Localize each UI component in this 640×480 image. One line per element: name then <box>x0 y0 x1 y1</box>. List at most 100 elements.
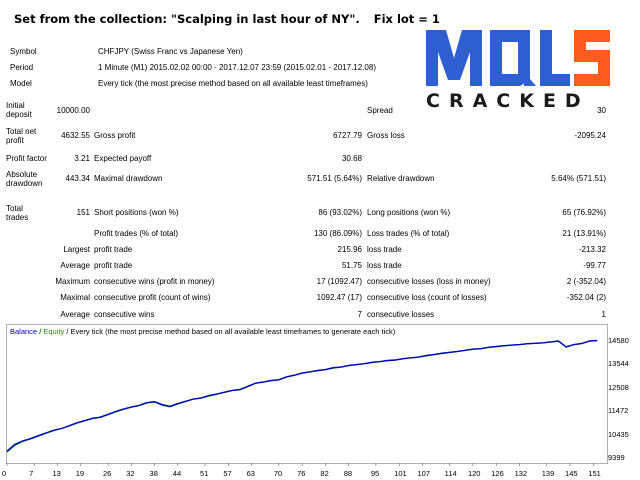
avg-cons-wins-label: consecutive wins <box>94 310 155 319</box>
fix-lot-label: Fix lot = 1 <box>373 12 440 26</box>
long-positions-value: 65 (76.92%) <box>562 208 606 217</box>
y-tick-label: 12508 <box>608 382 629 392</box>
avg-cons-wins-value: 7 <box>357 310 362 319</box>
y-tick-label: 14580 <box>608 335 629 345</box>
series-line-equity <box>6 340 598 453</box>
strategy-title: Set from the collection: "Scalping in la… <box>14 12 360 26</box>
largest-label: Largest <box>63 245 90 254</box>
balance-chart <box>6 324 608 464</box>
gross-loss-label: Gross loss <box>367 131 405 140</box>
period-value: 1 Minute (M1) 2015.02.02 00:00 - 2017.12… <box>98 63 376 72</box>
x-tick-label: 107 <box>417 469 430 478</box>
gross-loss-value: -2095.24 <box>574 131 606 140</box>
x-tick-label: 0 <box>2 469 7 478</box>
total-trades-value: 151 <box>76 208 90 217</box>
expected-payoff-label: Expected payoff <box>94 154 152 163</box>
avg-cons-losses-label: consecutive losses <box>367 310 435 319</box>
largest-profit-value: 215.96 <box>337 245 362 254</box>
profit-factor-label: Profit factor <box>6 154 47 163</box>
series-line-balance <box>6 339 598 452</box>
maximal-cons-profit-label: consecutive profit (count of wins) <box>94 293 211 302</box>
cracked-label: CRACKED <box>426 90 590 112</box>
maximal-cons-loss-value: -352.04 (2) <box>566 293 606 302</box>
symbol-value: CHFJPY (Swiss Franc vs Japanese Yen) <box>98 47 243 56</box>
maximal-drawdown-value: 571.51 (5.64%) <box>307 174 362 183</box>
largest-profit-label: profit trade <box>94 245 133 254</box>
max-cons-losses-value: 2 (-352.04) <box>566 277 606 286</box>
gross-profit-value: 6727.79 <box>333 131 362 140</box>
max-cons-wins-label: consecutive wins (profit in money) <box>94 277 215 286</box>
initial-deposit-value: 10000.00 <box>56 106 90 115</box>
absolute-drawdown-value: 443.34 <box>65 174 90 183</box>
model-label: Model <box>10 79 32 88</box>
average-loss-value: -99.77 <box>583 261 606 270</box>
x-tick-label: 76 <box>297 469 306 478</box>
maximal-drawdown-label: Maximal drawdown <box>94 174 163 183</box>
x-tick-label: 63 <box>246 469 255 478</box>
average-label: Average <box>60 261 90 270</box>
maximum-label: Maximum <box>55 277 90 286</box>
average-profit-label: profit trade <box>94 261 133 270</box>
loss-trades-label: Loss trades (% of total) <box>367 229 450 238</box>
x-tick-label: 139 <box>541 469 555 478</box>
x-tick-label: 44 <box>172 469 182 478</box>
legend-balance: Balance <box>10 327 38 336</box>
legend-separator: / <box>37 327 44 336</box>
legend-equity: Equity <box>43 327 65 336</box>
legend-description: / Every tick (the most precise method ba… <box>64 327 396 336</box>
relative-drawdown-label: Relative drawdown <box>367 174 435 183</box>
x-tick-label: 151 <box>588 469 601 478</box>
report-title: Set from the collection: "Scalping in la… <box>14 12 440 26</box>
profit-factor-value: 3.21 <box>74 154 90 163</box>
x-tick-label: 57 <box>223 469 232 478</box>
x-tick-label: 7 <box>29 469 34 478</box>
period-label: Period <box>10 63 34 72</box>
maximal-label: Maximal <box>60 293 90 302</box>
x-tick-label: 51 <box>200 469 209 478</box>
x-tick-label: 95 <box>370 469 380 478</box>
short-positions-label: Short positions (won %) <box>94 208 179 217</box>
mql5-logo: CRACKED <box>424 22 614 114</box>
short-positions-value: 86 (93.02%) <box>318 208 362 217</box>
mql5-logo-mark <box>426 30 610 86</box>
maximal-cons-profit-value: 1092.47 (17) <box>316 293 362 302</box>
maximal-cons-loss-label: consecutive loss (count of losses) <box>367 293 487 302</box>
largest-loss-value: -213.32 <box>578 245 606 254</box>
symbol-label: Symbol <box>10 47 37 56</box>
x-tick-label: 26 <box>102 469 112 478</box>
x-tick-label: 19 <box>75 469 85 478</box>
x-tick-label: 101 <box>394 469 407 478</box>
x-tick-label: 145 <box>565 469 578 478</box>
x-tick-label: 132 <box>514 469 528 478</box>
spread-value: 30 <box>597 106 606 115</box>
average-loss-label: loss trade <box>367 261 402 270</box>
y-tick-label: 9399 <box>608 453 625 462</box>
gross-profit-label: Gross profit <box>94 131 136 140</box>
expected-payoff-value: 30.68 <box>341 154 362 163</box>
x-tick-label: 114 <box>444 469 457 478</box>
x-tick-label: 32 <box>126 469 135 478</box>
x-tick-label: 13 <box>52 469 61 478</box>
x-tick-label: 82 <box>320 469 329 478</box>
y-tick-label: 11472 <box>608 406 629 415</box>
average2-label: Average <box>60 310 90 319</box>
spread-label: Spread <box>367 106 393 115</box>
total-net-profit-value: 4632.55 <box>61 131 90 140</box>
total-net-profit-label: Total net profit <box>6 127 37 145</box>
chart-legend: Balance / Equity / Every tick (the most … <box>10 327 395 336</box>
loss-trades-value: 21 (13.91%) <box>562 229 606 238</box>
profit-trades-label: Profit trades (% of total) <box>94 229 179 238</box>
average-profit-value: 51.75 <box>341 261 362 270</box>
x-tick-label: 126 <box>491 469 504 478</box>
absolute-drawdown-label: Absolute drawdown <box>6 170 43 188</box>
model-value: Every tick (the most precise method base… <box>98 79 368 88</box>
x-tick-label: 120 <box>467 469 481 478</box>
x-tick-label: 70 <box>273 469 283 478</box>
max-cons-losses-label: consecutive losses (loss in money) <box>367 277 491 286</box>
total-trades-label: Total trades <box>6 204 29 222</box>
max-cons-wins-value: 17 (1092.47) <box>316 277 362 286</box>
largest-loss-label: loss trade <box>367 245 402 254</box>
x-tick-label: 88 <box>343 469 353 478</box>
y-tick-label: 13544 <box>608 359 629 369</box>
y-tick-label: 10435 <box>608 429 629 439</box>
